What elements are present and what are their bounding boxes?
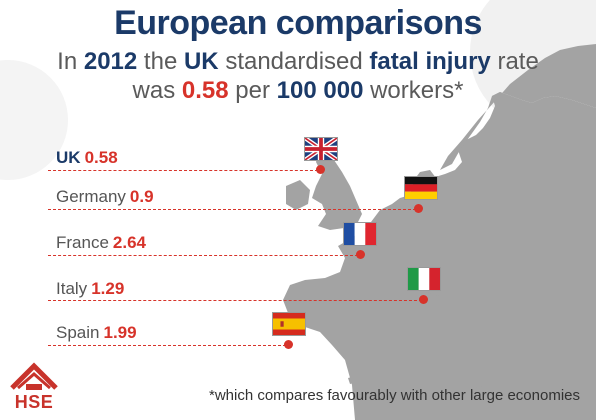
country-row-spain: Spain 1.99 [56, 323, 137, 343]
country-name: Germany [56, 187, 126, 206]
marker-italy [419, 295, 428, 304]
country-row-france: France 2.64 [56, 233, 146, 253]
country-row-italy: Italy 1.29 [56, 279, 124, 299]
subtitle-line-1: In 2012 the UK standardised fatal injury… [57, 48, 539, 75]
leader-line-france [48, 255, 358, 256]
country-name: Spain [56, 323, 100, 342]
country-row-germany: Germany 0.9 [56, 187, 154, 207]
flag-uk-icon [304, 137, 338, 161]
marker-uk [316, 165, 325, 174]
hse-logo-text: HSE [14, 392, 54, 412]
flag-france-icon [343, 222, 377, 246]
flag-germany-icon [404, 176, 438, 200]
rate-value: 1.29 [91, 279, 125, 298]
flag-italy-icon [407, 267, 441, 291]
rate-value: 2.64 [112, 233, 147, 252]
leader-line-italy [48, 300, 422, 301]
country-row-uk: UK 0.58 [56, 148, 118, 168]
country-name: UK [56, 148, 81, 167]
marker-spain [284, 340, 293, 349]
rate-value: 0.58 [84, 148, 118, 167]
leader-line-germany [48, 209, 416, 210]
rate-value: 1.99 [103, 323, 137, 342]
flag-spain-icon [272, 312, 306, 336]
hse-logo-icon [10, 362, 58, 390]
country-name: Italy [56, 279, 88, 298]
subtitle-line-2: was 0.58 per 100 000 workers* [132, 77, 464, 104]
leader-line-uk [48, 170, 318, 171]
marker-france [356, 250, 365, 259]
country-name: France [56, 233, 109, 252]
page-title: European comparisons [114, 4, 482, 42]
rate-value: 0.9 [129, 187, 154, 206]
leader-line-spain [48, 345, 286, 346]
marker-germany [414, 204, 423, 213]
footnote: *which compares favourably with other la… [208, 387, 580, 404]
